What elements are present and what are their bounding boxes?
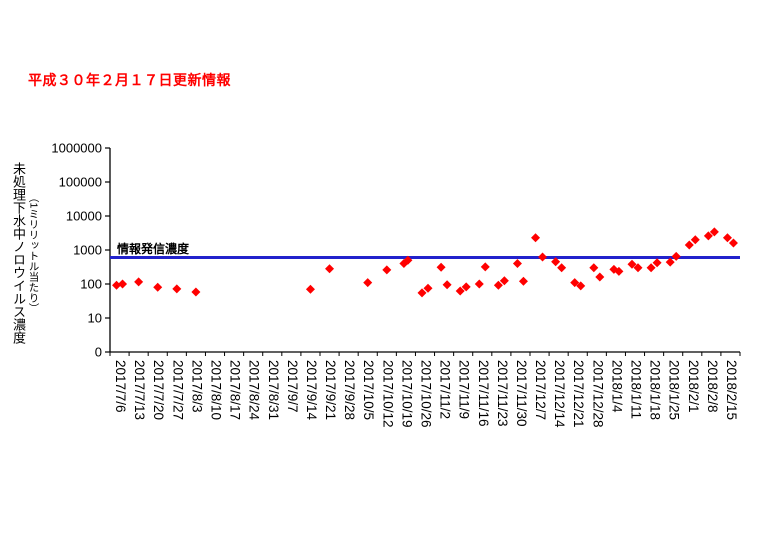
x-tick-label: 2017/9/28 — [342, 360, 357, 420]
x-tick-label: 2017/11/23 — [495, 360, 510, 427]
data-point-marker — [671, 251, 681, 261]
x-tick-label: 2017/12/21 — [571, 360, 586, 428]
y-tick-label: 0 — [95, 345, 102, 360]
y-tick-label: 10 — [88, 311, 102, 326]
data-point-marker — [551, 257, 561, 267]
x-tick-label: 2018/1/18 — [648, 360, 663, 420]
data-point-marker — [480, 262, 490, 272]
data-point-marker — [722, 233, 732, 243]
data-point-marker — [627, 259, 637, 269]
data-point-marker — [474, 279, 484, 289]
data-point-marker — [153, 282, 163, 292]
data-point-marker — [382, 265, 392, 275]
x-tick-label: 2017/11/9 — [457, 360, 472, 419]
data-point-marker — [325, 264, 335, 274]
y-tick-label: 100 — [80, 277, 102, 292]
data-point-marker — [363, 278, 373, 288]
x-tick-label: 2018/1/25 — [667, 360, 682, 420]
data-point-marker — [684, 240, 694, 250]
x-tick-label: 2017/12/7 — [533, 360, 548, 420]
data-point-marker — [305, 284, 315, 294]
data-point-marker — [665, 257, 675, 267]
data-point-marker — [442, 280, 452, 290]
data-point-marker — [399, 259, 409, 269]
x-tick-label: 2017/8/24 — [247, 360, 262, 421]
x-tick-label: 2018/2/15 — [724, 360, 739, 420]
y-tick-label: 1000000 — [51, 141, 102, 156]
x-tick-label: 2017/7/20 — [151, 360, 166, 420]
data-point-marker — [557, 263, 567, 273]
data-point-marker — [576, 281, 586, 291]
data-point-marker — [570, 278, 580, 288]
x-tick-label: 2017/12/28 — [590, 360, 605, 428]
x-tick-label: 2018/2/8 — [705, 360, 720, 413]
y-tick-label: 100000 — [59, 175, 102, 190]
data-point-marker — [499, 276, 509, 286]
x-tick-label: 2018/2/1 — [686, 360, 701, 413]
x-tick-label: 2017/9/7 — [285, 360, 300, 413]
x-tick-label: 2017/8/3 — [189, 360, 204, 413]
x-tick-label: 2017/10/19 — [399, 360, 414, 428]
x-tick-label: 2017/9/14 — [304, 360, 319, 421]
x-tick-label: 2017/8/17 — [228, 360, 243, 420]
x-tick-label: 2017/9/21 — [323, 360, 338, 420]
data-point-marker — [512, 259, 522, 269]
x-tick-label: 2017/12/14 — [552, 360, 567, 428]
x-tick-label: 2018/1/4 — [609, 360, 624, 413]
y-axis-title-main: 未処理下水中ノロウイルス濃度 — [11, 161, 26, 344]
data-point-marker — [614, 266, 624, 276]
data-point-marker — [703, 231, 713, 241]
x-tick-label: 2017/11/2 — [438, 360, 453, 419]
data-point-marker — [690, 235, 700, 245]
data-point-marker — [531, 233, 541, 243]
data-point-marker — [191, 287, 201, 297]
data-point-marker — [709, 227, 719, 237]
x-tick-label: 2017/8/31 — [266, 360, 281, 420]
x-tick-label: 2017/8/10 — [209, 360, 224, 420]
data-point-marker — [112, 280, 122, 290]
data-point-marker — [646, 263, 656, 273]
data-point-marker — [518, 276, 528, 286]
x-tick-label: 2017/10/26 — [419, 360, 434, 428]
data-point-marker — [652, 258, 662, 268]
x-tick-label: 2017/11/30 — [514, 360, 529, 427]
data-point-marker — [493, 280, 503, 290]
data-point-marker — [538, 252, 548, 262]
x-tick-label: 2017/10/12 — [380, 360, 395, 428]
data-point-marker — [436, 262, 446, 272]
data-point-marker — [728, 238, 738, 248]
y-axis-title: 未処理下水中ノロウイルス濃度 （1ミリリットル当たり） — [11, 150, 40, 355]
data-point-marker — [118, 279, 128, 289]
threshold-label: 情報発信濃度 — [117, 242, 190, 256]
data-point-marker — [595, 272, 605, 282]
x-tick-label: 2017/11/16 — [476, 360, 491, 427]
x-tick-label: 2017/7/13 — [132, 360, 147, 420]
data-point-marker — [417, 288, 427, 298]
data-point-marker — [461, 282, 471, 292]
data-point-marker — [172, 284, 182, 294]
x-tick-label: 2017/10/5 — [361, 360, 376, 420]
data-point-marker — [423, 283, 433, 293]
y-tick-label: 1000 — [73, 243, 102, 258]
data-point-marker — [134, 277, 144, 287]
y-axis-title-sub: （1ミリリットル当たり） — [27, 191, 40, 314]
y-tick-label: 10000 — [66, 209, 102, 224]
data-point-marker — [633, 263, 643, 273]
x-tick-label: 2018/1/11 — [629, 360, 644, 419]
data-point-marker — [589, 263, 599, 273]
x-tick-label: 2017/7/27 — [170, 360, 185, 420]
data-point-marker — [455, 286, 465, 296]
update-note: 平成３０年２月１７日更新情報 — [28, 72, 231, 88]
x-tick-label: 2017/7/6 — [113, 360, 128, 413]
